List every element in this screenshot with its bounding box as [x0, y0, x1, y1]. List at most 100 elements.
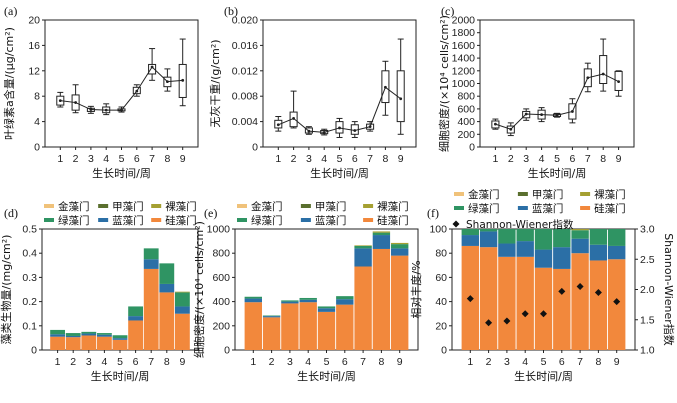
x-tick-label: 5 [554, 153, 560, 165]
mean-point [292, 117, 295, 120]
y-tick-label: 80 [435, 248, 447, 260]
y-tick-label: 1200 [452, 65, 476, 77]
shannon-point [540, 310, 547, 318]
x-tick-label: 2 [508, 153, 514, 165]
y-tick-label: 20 [28, 15, 40, 27]
bar-segment [262, 317, 281, 350]
panel-label: (d) [4, 206, 18, 220]
legend-swatch [454, 192, 464, 196]
bar-segment [174, 291, 190, 293]
bar-segment [354, 245, 372, 246]
bar-segment [534, 229, 553, 250]
bar-segment [81, 333, 97, 336]
x-tick-label: 3 [287, 356, 293, 368]
mean-point [601, 72, 605, 76]
bar-segment [354, 248, 372, 267]
y-tick-label: 0.3 [22, 272, 37, 284]
y2-axis-label: Shannon-Wiener指数 [662, 233, 676, 346]
shannon-point [613, 298, 621, 306]
panel-label: (f) [427, 206, 439, 220]
panel-label: (a) [4, 4, 17, 18]
bar-segment [262, 316, 281, 318]
x-tick-label: 7 [360, 356, 366, 368]
legend-label: 甲藻门 [315, 200, 347, 213]
shannon-point [594, 289, 602, 297]
legend-label: 金藻门 [468, 188, 500, 201]
bar-segment [65, 335, 81, 338]
shannon-point [558, 287, 566, 295]
y-tick-label: 12 [28, 65, 40, 77]
y-tick-label: 40 [435, 296, 447, 308]
bar-segment [281, 303, 299, 350]
bar-segment [391, 255, 409, 350]
y-tick-label: 800 [212, 248, 230, 260]
x-tick-label: 4 [103, 153, 109, 165]
bar-segment [553, 268, 571, 350]
x-tick-label: 7 [577, 356, 583, 368]
y-axis-label: 藻类生物量/(mg/cm²) [0, 235, 13, 345]
bar-segment [498, 243, 516, 257]
x-tick-label: 1 [492, 153, 498, 165]
bar-segment [391, 244, 409, 249]
bar-segment [372, 232, 391, 236]
mean-point [509, 127, 513, 131]
x-tick-label: 2 [73, 153, 79, 165]
x-tick-label: 8 [600, 153, 606, 165]
shannon-point [466, 295, 474, 303]
bar-segment [81, 331, 97, 334]
x-tick-label: 6 [342, 356, 348, 368]
bar-segment [317, 311, 336, 350]
legend-label: 金藻门 [251, 200, 283, 213]
y-tick-label: 800 [457, 91, 475, 103]
y-tick-label: 400 [457, 116, 475, 128]
plot-frame [479, 19, 635, 148]
y2-tick-label: 1.5 [640, 314, 655, 326]
bar-segment [534, 267, 553, 350]
bar-segment [159, 292, 175, 350]
legend-label: 硅藻门 [594, 202, 626, 215]
panel-b: (b) 0 0.004 0.008 0.012 0.016 0.020 1 2 3 4 5 6 7 8 9 生长… [208, 4, 417, 180]
panel-e: (e) 0 200 400 600 800 1000 1 2 3 4 5 6 7 8 9 生长时间/周 细胞密度/… [192, 200, 419, 383]
plot-frame [44, 19, 199, 148]
x-tick-label: 4 [522, 356, 528, 368]
bar-segment [336, 296, 354, 300]
bar-segment [571, 253, 589, 350]
bar-segment [354, 266, 372, 350]
y-tick-label: 200 [212, 320, 230, 332]
mean-point [166, 80, 169, 83]
bar-segment [159, 263, 175, 284]
legend-label: 甲藻门 [112, 200, 144, 213]
legend-label: 绿藻门 [468, 202, 500, 215]
x-tick-label: 4 [101, 356, 107, 368]
x-tick-label: 4 [305, 356, 311, 368]
bar-segment [461, 235, 479, 246]
mean-point [617, 80, 620, 83]
mean-point [384, 85, 387, 89]
bar-segment [128, 306, 144, 317]
legend-swatch [44, 204, 54, 208]
mean-point [58, 99, 62, 103]
legend-swatch [517, 192, 528, 196]
bar-segment [571, 230, 589, 239]
y-tick-label: 100 [429, 224, 447, 236]
x-tick-label: 2 [291, 153, 297, 165]
x-tick-label: 8 [382, 153, 388, 165]
y-tick-label: 20 [435, 320, 447, 332]
legend-swatch [580, 206, 591, 210]
y-tick-label: 0.2 [22, 296, 37, 308]
mean-point [338, 126, 341, 130]
bar-segment [391, 242, 409, 245]
y-axis-label: 细胞密度/(×10⁴ cells/cm²) [192, 221, 206, 358]
bar-segment [262, 315, 281, 317]
y2-tick-label: 3.0 [640, 224, 655, 236]
bar-segment [589, 260, 608, 350]
y-tick-label: 200 [457, 129, 475, 141]
x-axis-label: 生长时间/周 [528, 166, 587, 180]
bar-segment [159, 283, 175, 293]
bar-segment [281, 301, 299, 304]
panel-label: (e) [204, 206, 217, 220]
y-tick-label: 400 [212, 296, 230, 308]
x-tick-label: 6 [559, 356, 565, 368]
y-tick-label: 0.020 [232, 15, 258, 27]
legend-swatch [237, 218, 247, 222]
